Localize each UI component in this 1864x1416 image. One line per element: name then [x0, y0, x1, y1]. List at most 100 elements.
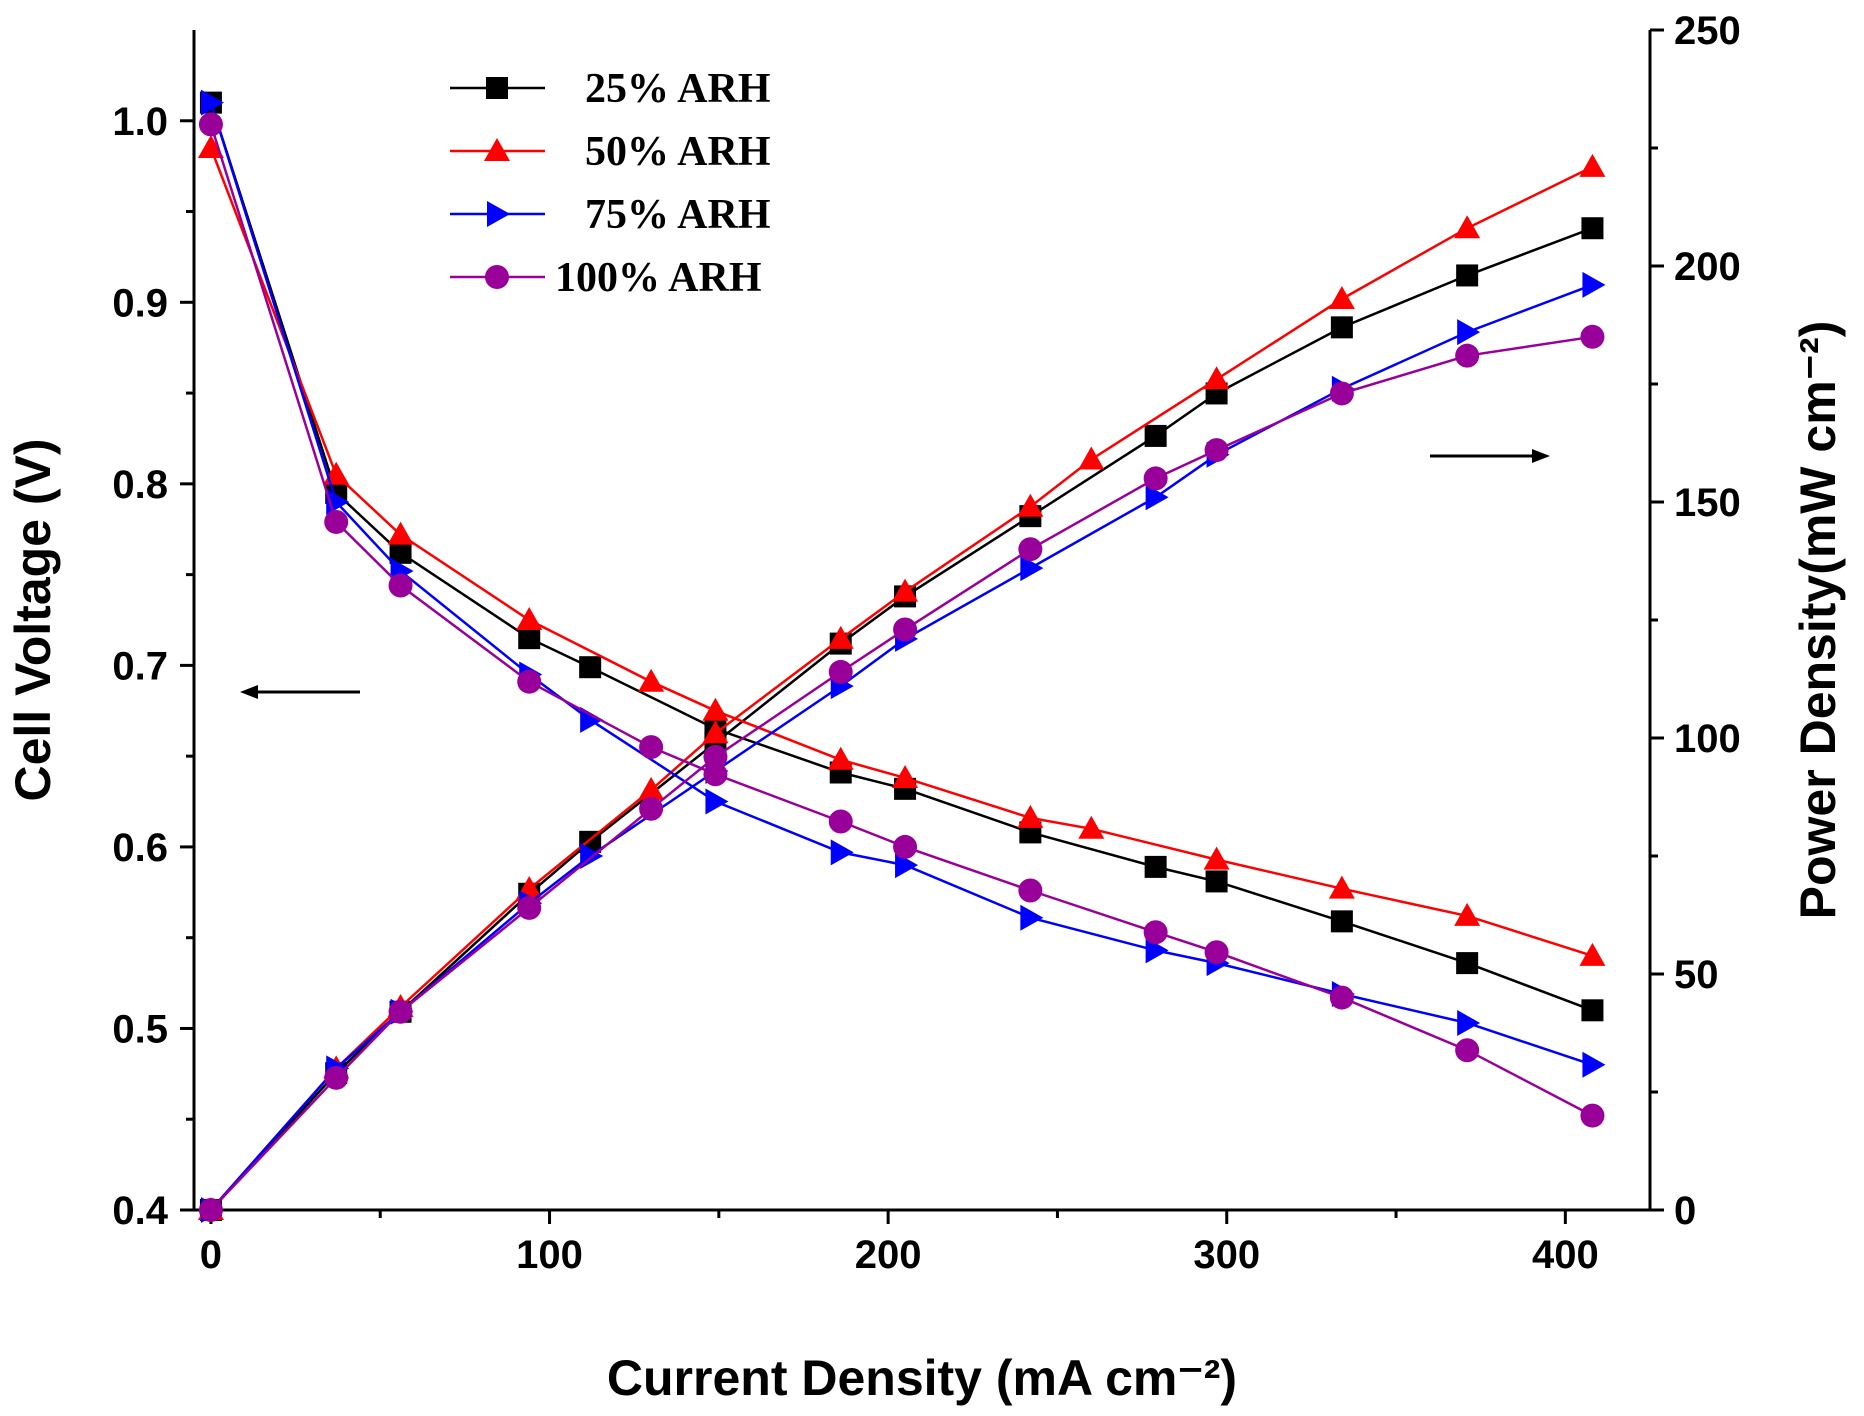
- voltage-point: [324, 509, 349, 534]
- voltage-point: [1020, 904, 1044, 931]
- power-point: [1020, 555, 1044, 582]
- legend-item: 50% ARH: [450, 129, 771, 175]
- voltage-point: [1017, 804, 1044, 828]
- voltage-point: [1328, 875, 1355, 899]
- voltage-point: [1204, 940, 1229, 965]
- power-point: [1143, 466, 1168, 491]
- power-point: [828, 659, 853, 684]
- voltage-point: [828, 809, 853, 834]
- legend-label: 25% ARH: [585, 66, 771, 112]
- voltage-point: [1580, 1103, 1605, 1128]
- y-left-tick-label: 0.5: [112, 1007, 168, 1051]
- y-right-tick-label: 100: [1674, 717, 1741, 761]
- voltage-line: [209, 147, 1593, 957]
- y-left-tick-label: 1.0: [112, 100, 168, 144]
- power-point: [388, 999, 413, 1024]
- voltage-line: [209, 124, 1593, 1117]
- voltage-point: [388, 573, 413, 598]
- voltage-point: [1143, 920, 1168, 945]
- legend-marker: [486, 77, 508, 99]
- voltage-point: [639, 735, 664, 760]
- power-point: [703, 744, 728, 769]
- voltage-point: [1145, 937, 1169, 964]
- voltage-point: [893, 834, 918, 859]
- legend: 25% ARH 50% ARH 75% ARH 100% ARH: [450, 66, 771, 301]
- voltage-line: [209, 102, 1593, 1012]
- power-point: [1456, 264, 1479, 287]
- power-point: [702, 720, 729, 744]
- legend-item: 75% ARH: [450, 192, 771, 238]
- annotations: [240, 449, 1550, 699]
- voltage-point: [1582, 1051, 1606, 1078]
- y-left-tick-label: 0.4: [112, 1189, 168, 1233]
- voltage-point: [895, 852, 919, 879]
- voltage-point: [518, 627, 541, 650]
- left-arrow-annotation: [240, 685, 360, 699]
- legend-marker: [485, 265, 509, 289]
- y-right-tick-label: 150: [1674, 481, 1741, 525]
- legend-label: 75% ARH: [585, 192, 771, 238]
- voltage-point: [1455, 1038, 1480, 1063]
- series-4: [198, 112, 1605, 1222]
- power-line: [209, 227, 1593, 1211]
- power-point: [1455, 343, 1480, 368]
- power-point: [324, 1065, 349, 1090]
- legend-item: 25% ARH: [450, 66, 771, 112]
- power-point: [638, 776, 665, 800]
- y-left-tick-label: 0.6: [112, 826, 168, 870]
- legend-item: 100% ARH: [450, 255, 762, 301]
- voltage-point: [197, 135, 224, 158]
- power-point: [1581, 217, 1604, 240]
- x-tick-label: 300: [1193, 1233, 1260, 1277]
- power-point: [1078, 446, 1105, 470]
- voltage-point: [705, 788, 729, 815]
- voltage-point: [516, 607, 543, 630]
- voltage-point: [1078, 815, 1105, 839]
- voltage-point: [892, 764, 919, 788]
- power-line: [209, 335, 1593, 1211]
- power-point: [1204, 438, 1229, 463]
- voltage-line: [209, 102, 1593, 1066]
- y-axis-title-right: Power Density(mW cm⁻²): [1790, 321, 1846, 920]
- voltage-point: [1330, 910, 1353, 933]
- voltage-point: [1144, 855, 1167, 878]
- voltage-point: [198, 112, 223, 137]
- x-tick-label: 200: [855, 1233, 922, 1277]
- right-arrow-annotation: [1430, 449, 1550, 463]
- voltage-point: [1456, 952, 1479, 975]
- x-tick-label: 100: [516, 1233, 583, 1277]
- voltage-point: [1018, 878, 1043, 903]
- legend-marker: [487, 201, 510, 227]
- power-point: [1145, 484, 1169, 511]
- legend-marker: [484, 138, 510, 161]
- power-point: [1579, 153, 1606, 177]
- power-point: [1330, 316, 1353, 339]
- voltage-point: [200, 89, 224, 116]
- voltage-point: [1579, 942, 1606, 966]
- y-right-tick-label: 250: [1674, 9, 1741, 53]
- voltage-point: [830, 839, 854, 866]
- y-axis-title-left: Cell Voltage (V): [5, 438, 61, 801]
- power-point: [517, 895, 542, 920]
- voltage-point: [703, 762, 728, 787]
- voltage-point: [1203, 846, 1230, 870]
- voltage-point: [517, 669, 542, 694]
- ticks: [180, 28, 1664, 1224]
- voltage-point: [387, 521, 414, 545]
- power-point: [827, 625, 854, 649]
- voltage-point: [1329, 985, 1354, 1010]
- voltage-point: [1581, 999, 1604, 1022]
- power-point: [892, 578, 919, 602]
- x-tick-label: 0: [200, 1233, 222, 1277]
- power-point: [1144, 424, 1167, 447]
- power-point: [1328, 286, 1355, 310]
- series-2: [197, 135, 1606, 1220]
- power-point: [1018, 537, 1043, 562]
- y-right-tick-label: 50: [1674, 953, 1719, 997]
- legend-label: 50% ARH: [585, 129, 771, 175]
- y-left-tick-label: 0.7: [112, 644, 168, 688]
- series-layer: [197, 89, 1606, 1223]
- series-3: [200, 89, 1606, 1223]
- y-left-tick-label: 0.9: [112, 281, 168, 325]
